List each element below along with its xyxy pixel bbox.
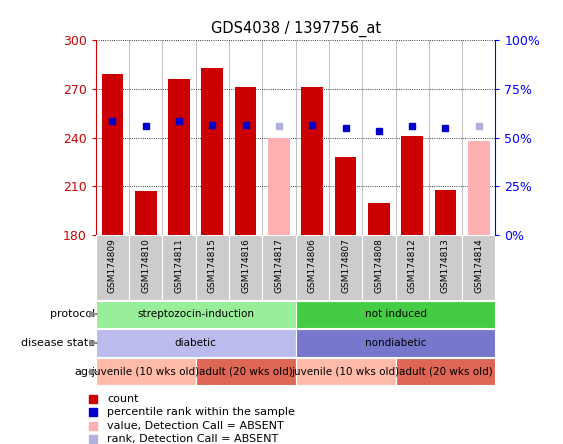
Bar xyxy=(268,138,290,235)
Bar xyxy=(429,235,462,300)
Bar xyxy=(262,235,296,300)
Bar xyxy=(401,136,423,235)
Text: GSM174812: GSM174812 xyxy=(408,238,417,293)
Bar xyxy=(335,157,356,235)
Text: juvenile (10 wks old): juvenile (10 wks old) xyxy=(292,367,400,377)
Bar xyxy=(301,87,323,235)
Bar xyxy=(96,301,296,328)
Bar xyxy=(296,329,495,357)
Bar xyxy=(296,358,396,385)
Bar xyxy=(96,329,296,357)
Bar xyxy=(96,358,196,385)
Text: GSM174807: GSM174807 xyxy=(341,238,350,293)
Text: GSM174817: GSM174817 xyxy=(274,238,283,293)
Bar xyxy=(468,141,490,235)
Text: streptozocin-induction: streptozocin-induction xyxy=(137,309,254,319)
Text: adult (20 wks old): adult (20 wks old) xyxy=(199,367,293,377)
Text: rank, Detection Call = ABSENT: rank, Detection Call = ABSENT xyxy=(107,434,278,444)
Bar xyxy=(235,87,256,235)
Bar xyxy=(435,190,456,235)
Bar xyxy=(96,235,129,300)
Bar xyxy=(196,235,229,300)
Text: adult (20 wks old): adult (20 wks old) xyxy=(399,367,493,377)
Text: GSM174810: GSM174810 xyxy=(141,238,150,293)
Bar xyxy=(296,301,495,328)
Text: GSM174816: GSM174816 xyxy=(241,238,250,293)
Bar xyxy=(229,235,262,300)
Bar xyxy=(296,235,329,300)
Text: nondiabetic: nondiabetic xyxy=(365,338,426,348)
Bar xyxy=(168,79,190,235)
Text: age: age xyxy=(74,367,95,377)
Bar xyxy=(101,74,123,235)
Text: protocol: protocol xyxy=(50,309,95,319)
Text: count: count xyxy=(107,394,138,404)
Bar xyxy=(162,235,196,300)
Text: GSM174809: GSM174809 xyxy=(108,238,117,293)
Text: GSM174806: GSM174806 xyxy=(308,238,317,293)
Bar xyxy=(368,203,390,235)
Text: not induced: not induced xyxy=(364,309,427,319)
Bar xyxy=(329,235,362,300)
Bar xyxy=(135,191,157,235)
Bar xyxy=(362,235,396,300)
Bar xyxy=(396,358,495,385)
Text: GSM174808: GSM174808 xyxy=(374,238,383,293)
Text: disease state: disease state xyxy=(21,338,95,348)
Text: juvenile (10 wks old): juvenile (10 wks old) xyxy=(92,367,200,377)
Text: GSM174813: GSM174813 xyxy=(441,238,450,293)
Text: percentile rank within the sample: percentile rank within the sample xyxy=(107,407,295,417)
Bar xyxy=(202,67,223,235)
Bar xyxy=(129,235,162,300)
Text: GSM174815: GSM174815 xyxy=(208,238,217,293)
Text: GSM174814: GSM174814 xyxy=(474,238,483,293)
Bar xyxy=(462,235,495,300)
Bar xyxy=(396,235,429,300)
Title: GDS4038 / 1397756_at: GDS4038 / 1397756_at xyxy=(211,21,381,37)
Text: diabetic: diabetic xyxy=(175,338,217,348)
Text: value, Detection Call = ABSENT: value, Detection Call = ABSENT xyxy=(107,420,284,431)
Bar xyxy=(196,358,296,385)
Text: GSM174811: GSM174811 xyxy=(175,238,184,293)
